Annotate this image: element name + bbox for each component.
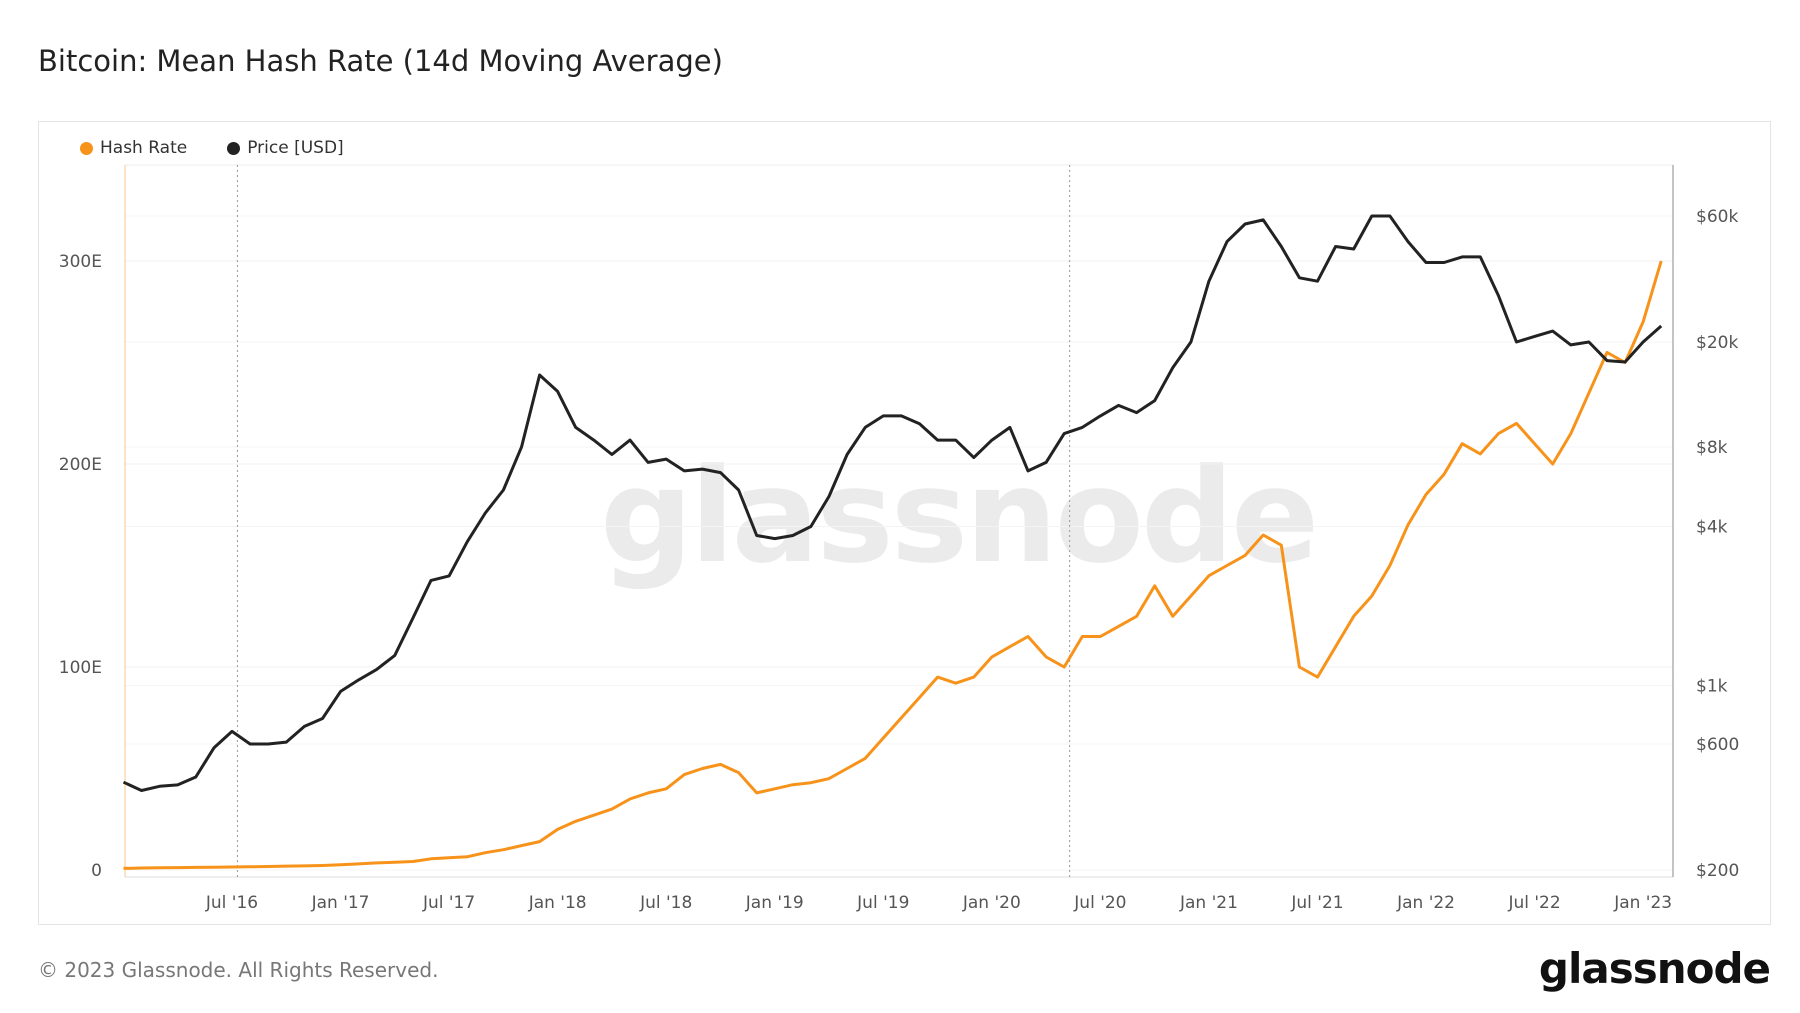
legend-dot-orange bbox=[80, 141, 93, 155]
x-tick-label: Jul '21 bbox=[1290, 893, 1343, 913]
x-tick-label: Jan '20 bbox=[962, 893, 1021, 913]
x-tick-label: Jul '19 bbox=[856, 893, 909, 913]
hash-rate-line bbox=[123, 260, 1663, 870]
legend: Hash Rate Price [USD] bbox=[80, 138, 344, 158]
legend-label: Hash Rate bbox=[100, 138, 188, 158]
y-right-tick-label: $60k bbox=[1696, 207, 1738, 227]
legend-item-price[interactable]: Price [USD] bbox=[227, 138, 344, 158]
x-tick-label: Jul '22 bbox=[1507, 893, 1560, 913]
y-right-tick-label: $600 bbox=[1696, 735, 1739, 755]
copyright: © 2023 Glassnode. All Rights Reserved. bbox=[38, 958, 439, 982]
y-right-tick-label: $4k bbox=[1696, 518, 1728, 538]
y-right-tick-label: $200 bbox=[1696, 861, 1739, 881]
chart-container bbox=[38, 121, 1771, 925]
x-tick-label: Jan '22 bbox=[1396, 893, 1455, 913]
chart-title: Bitcoin: Mean Hash Rate (14d Moving Aver… bbox=[38, 44, 723, 78]
x-tick-label: Jul '17 bbox=[422, 893, 475, 913]
x-tick-label: Jan '17 bbox=[311, 893, 370, 913]
glassnode-logo: glassnode bbox=[1538, 944, 1771, 993]
legend-dot-black bbox=[227, 141, 241, 155]
legend-label: Price [USD] bbox=[247, 138, 344, 158]
watermark: glassnode bbox=[600, 440, 1319, 592]
y-left-tick-label: 200E bbox=[59, 455, 102, 475]
x-tick-label: Jan '18 bbox=[528, 893, 587, 913]
y-left-tick-label: 0 bbox=[91, 861, 102, 881]
y-left-tick-label: 100E bbox=[59, 658, 102, 678]
y-right-tick-label: $1k bbox=[1696, 676, 1728, 696]
y-right-tick-label: $20k bbox=[1696, 333, 1738, 353]
price-line bbox=[122, 214, 1663, 792]
x-tick-label: Jul '20 bbox=[1073, 893, 1126, 913]
x-tick-label: Jan '21 bbox=[1179, 893, 1238, 913]
x-tick-label: Jul '16 bbox=[205, 893, 258, 913]
x-tick-label: Jul '18 bbox=[639, 893, 692, 913]
y-left-tick-label: 300E bbox=[59, 252, 102, 272]
x-tick-label: Jan '23 bbox=[1613, 893, 1672, 913]
legend-item-hash-rate[interactable]: Hash Rate bbox=[80, 138, 187, 158]
y-right-tick-label: $8k bbox=[1696, 438, 1728, 458]
x-tick-label: Jan '19 bbox=[745, 893, 804, 913]
